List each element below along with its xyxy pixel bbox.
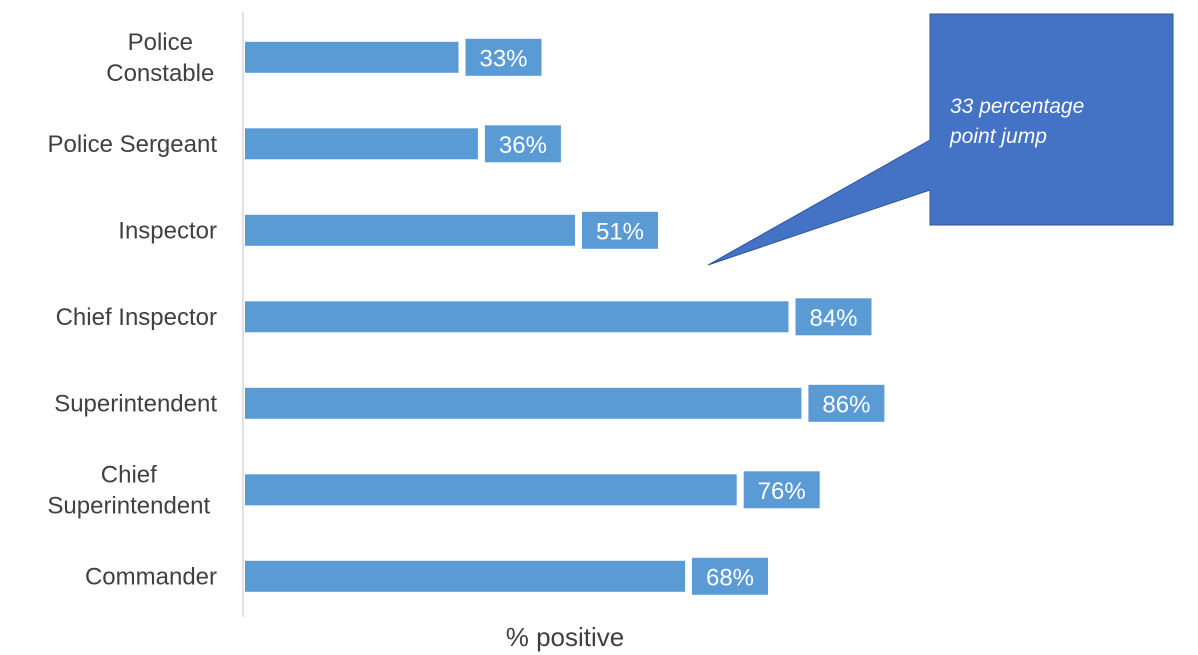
data-label-box <box>582 211 658 249</box>
callout-text-line-1: 33 percentage <box>950 95 1084 118</box>
category-label: Superintendent <box>54 390 217 417</box>
callout-box <box>707 13 1174 266</box>
data-label-box <box>465 38 542 76</box>
bar <box>245 474 737 506</box>
bar <box>245 301 789 333</box>
data-label: 36% <box>499 132 547 159</box>
annotation-callout: 33 percentage point jump <box>707 13 1174 266</box>
bar <box>245 41 459 73</box>
data-label-box <box>795 298 872 336</box>
data-label-box <box>743 471 820 509</box>
data-label: 33% <box>479 45 527 72</box>
data-label: 68% <box>706 564 754 591</box>
data-label: 76% <box>758 478 806 505</box>
data-label-box <box>808 384 885 422</box>
callout-text-line-2: point jump <box>949 125 1047 148</box>
data-label-box <box>484 125 561 163</box>
bar <box>245 214 575 246</box>
data-label-box <box>692 557 768 595</box>
bar <box>245 128 478 160</box>
category-label: Commander <box>85 563 217 590</box>
x-axis-title: % positive <box>506 622 625 652</box>
data-label: 51% <box>596 218 644 245</box>
category-label: Police Sergeant <box>48 131 218 158</box>
category-label: Superintendent <box>47 492 210 519</box>
bar <box>245 387 802 419</box>
category-label: Constable <box>106 60 214 87</box>
category-labels-group: Police Constable Police Sergeant Inspector C… <box>47 29 218 590</box>
category-label: Chief Inspector <box>56 304 217 331</box>
data-label: 86% <box>822 391 870 418</box>
category-label: Chief <box>101 461 157 488</box>
data-label: 84% <box>809 305 857 332</box>
category-label: Inspector <box>118 217 217 244</box>
bar <box>245 560 685 592</box>
bars-group: 33% 36% 51% 84% 86% 76% 68% <box>245 38 885 595</box>
category-label: Police <box>128 29 193 56</box>
